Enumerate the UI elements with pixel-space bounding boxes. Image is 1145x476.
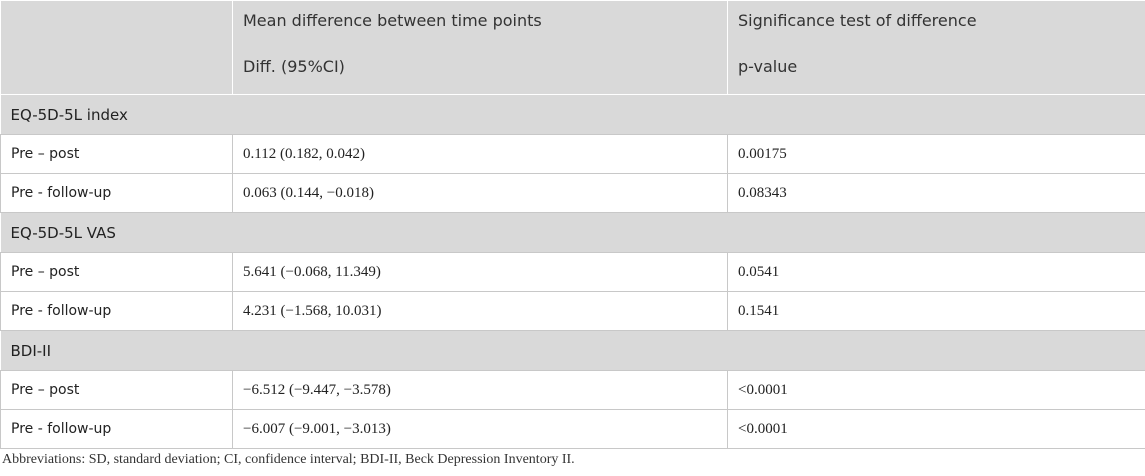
value-cell: <0.0001 <box>727 409 1145 449</box>
value-cell: 0.08343 <box>727 173 1145 213</box>
section-row: EQ-5D-5L index <box>0 94 1145 135</box>
value-cell: 0.063 (0.144, −0.018) <box>232 173 728 213</box>
header-cell <box>0 39 233 95</box>
section-row: EQ-5D-5L VAS <box>0 212 1145 253</box>
section-row: BDI-II <box>0 330 1145 371</box>
data-row: Pre – post 5.641 (−0.068, 11.349) 0.0541 <box>0 252 1145 292</box>
row-label: Pre – post <box>0 252 233 292</box>
header-cell: Significance test of difference <box>727 0 1145 39</box>
data-row: Pre - follow-up 4.231 (−1.568, 10.031) 0.1… <box>0 291 1145 331</box>
data-row: Pre – post 0.112 (0.182, 0.042) 0.00175 <box>0 134 1145 174</box>
section-title: EQ-5D-5L index <box>0 94 1145 135</box>
data-row: Pre - follow-up 0.063 (0.144, −0.018) 0.08… <box>0 173 1145 213</box>
value-cell: 5.641 (−0.068, 11.349) <box>232 252 728 292</box>
row-label: Pre – post <box>0 134 233 174</box>
header-row: Diff. (95%CI) p-value <box>0 39 1145 95</box>
value-cell: −6.007 (−9.001, −3.013) <box>232 409 728 449</box>
results-table: Mean difference between time points Signi… <box>0 0 1145 449</box>
value-cell: 4.231 (−1.568, 10.031) <box>232 291 728 331</box>
header-cell <box>0 0 233 39</box>
value-cell: <0.0001 <box>727 370 1145 410</box>
value-cell: −6.512 (−9.447, −3.578) <box>232 370 728 410</box>
value-cell: 0.00175 <box>727 134 1145 174</box>
data-row: Pre - follow-up −6.007 (−9.001, −3.013) <0… <box>0 409 1145 449</box>
section-title: EQ-5D-5L VAS <box>0 212 1145 253</box>
footnote: Abbreviations: SD, standard deviation; C… <box>2 452 575 467</box>
section-title: BDI-II <box>0 330 1145 371</box>
header-cell: Mean difference between time points <box>232 0 728 39</box>
header-cell: p-value <box>727 39 1145 95</box>
header-row: Mean difference between time points Signi… <box>0 0 1145 39</box>
header-cell: Diff. (95%CI) <box>232 39 728 95</box>
row-label: Pre - follow-up <box>0 409 233 449</box>
value-cell: 0.0541 <box>727 252 1145 292</box>
value-cell: 0.1541 <box>727 291 1145 331</box>
row-label: Pre - follow-up <box>0 291 233 331</box>
data-row: Pre – post −6.512 (−9.447, −3.578) <0.0001 <box>0 370 1145 410</box>
row-label: Pre - follow-up <box>0 173 233 213</box>
row-label: Pre – post <box>0 370 233 410</box>
table-body: Mean difference between time points Signi… <box>0 0 1145 449</box>
value-cell: 0.112 (0.182, 0.042) <box>232 134 728 174</box>
